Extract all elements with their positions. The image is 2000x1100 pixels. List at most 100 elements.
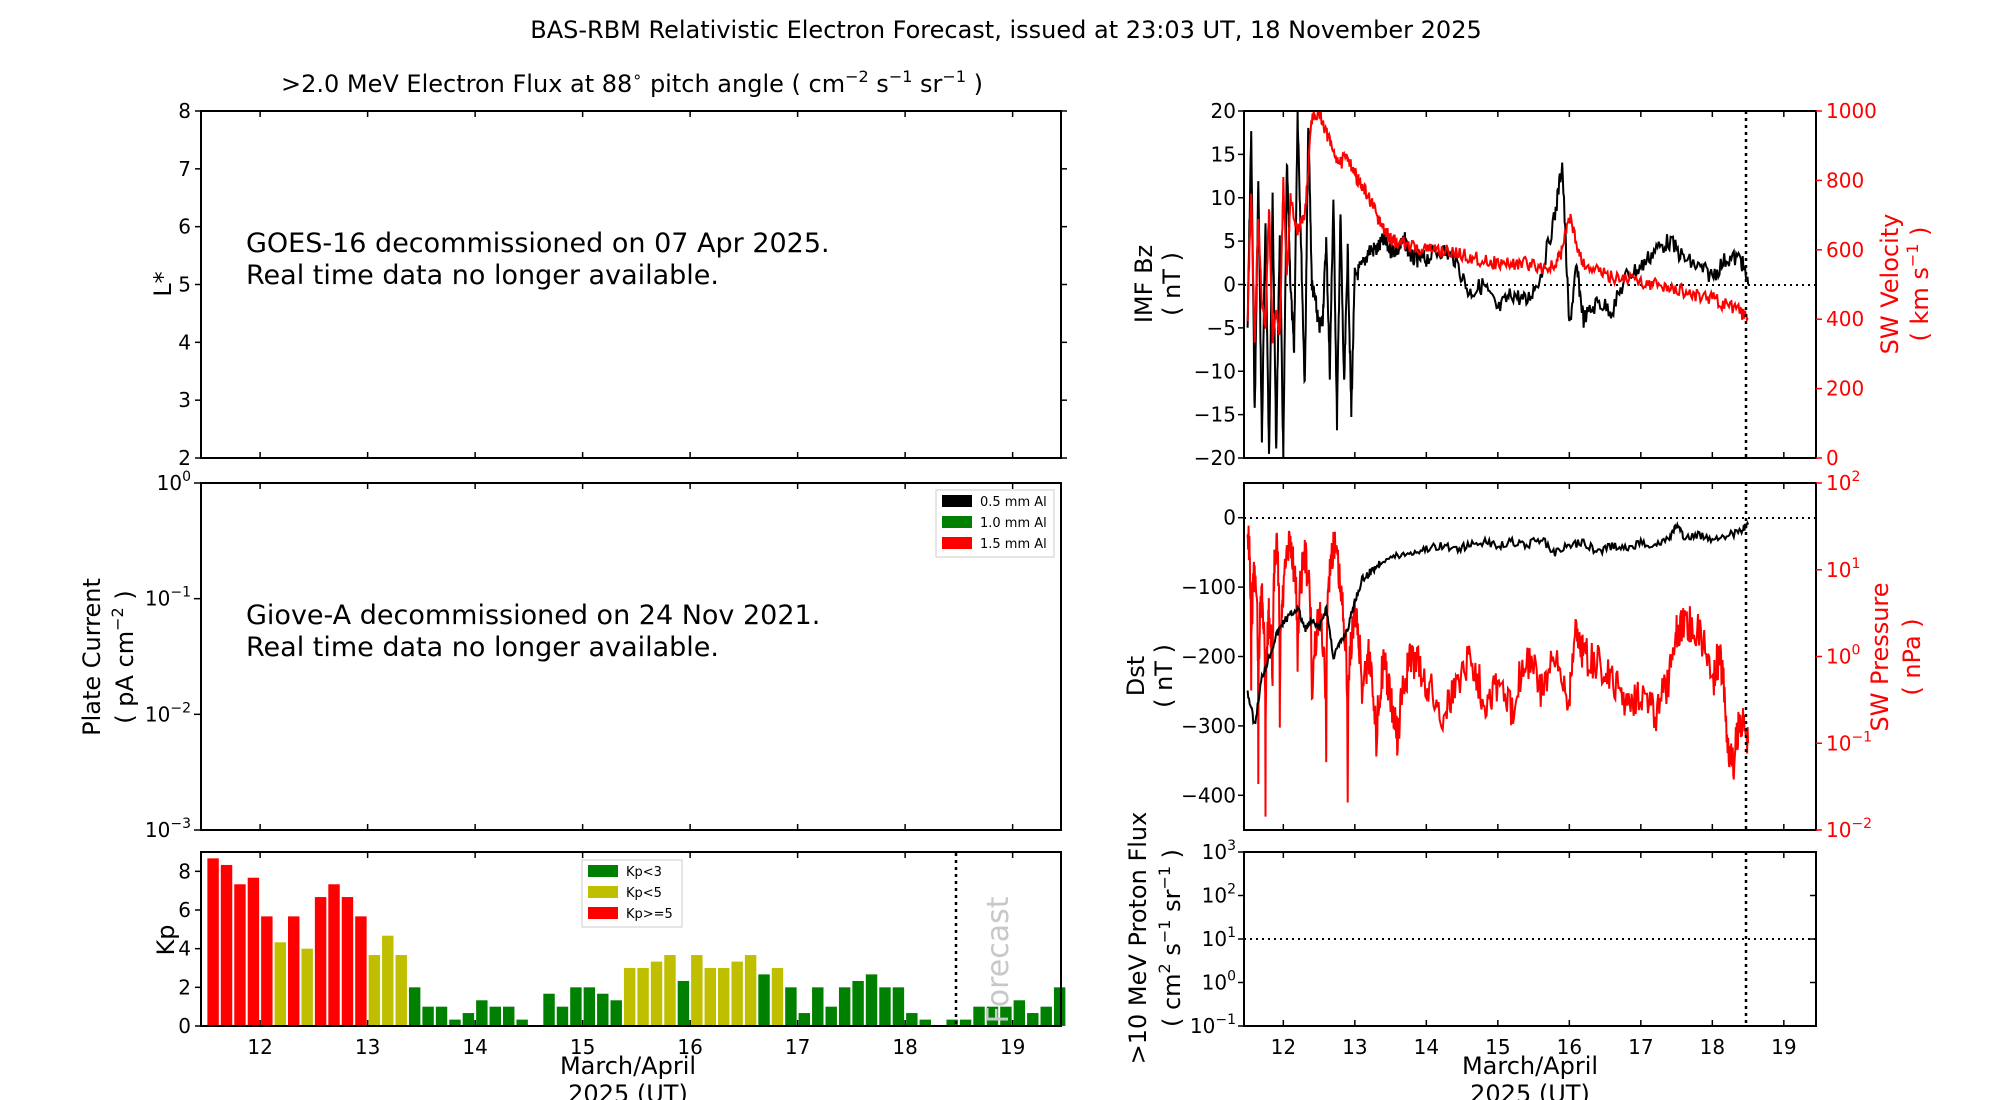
kp-xticks: 12 13 14 15 16 17 18 19 — [247, 852, 1025, 1059]
forecast-label: Forecast — [981, 896, 1016, 1023]
goes-message-line1: GOES-16 decommissioned on 07 Apr 2025. — [246, 228, 830, 259]
dst-ytick-label: −200 — [1181, 645, 1236, 669]
imf-ylabel-line2: ( nT ) — [1158, 252, 1186, 316]
proton-ytick-label: 10−1 — [1190, 1012, 1236, 1038]
imf-sw-panel: −20 −15 −10 −5 0 5 10 15 20 0 200 400 600 800 1000 IM… — [1130, 99, 1934, 470]
proton-xtick-label: 13 — [1342, 1035, 1367, 1059]
proton-ylabel-line2: ( cm2 s−1 sr−1 ) — [1155, 849, 1186, 1027]
kp-bar — [274, 942, 286, 1026]
electron-flux-title: >2.0 MeV Electron Flux at 88∘ pitch angl… — [281, 67, 983, 98]
kp-bar — [261, 916, 273, 1026]
kp-bar — [865, 974, 878, 1026]
legend-swatch-kp-mid — [588, 886, 618, 898]
kp-bar — [288, 916, 300, 1026]
kp-bar — [1053, 987, 1066, 1026]
kp-xtick-label: 12 — [247, 1035, 272, 1059]
dst-ytick-label: 0 — [1223, 506, 1236, 530]
imf-bz-series — [1246, 110, 1750, 458]
giove-message-line2: Real time data no longer available. — [246, 632, 719, 663]
electron-flux-ytick-label: 6 — [178, 215, 191, 239]
plate-current-yticks: 10−3 10−2 10−1 100 — [145, 469, 201, 842]
legend-label-05mm: 0.5 mm Al — [980, 495, 1047, 510]
proton-xtick-label: 15 — [1485, 1035, 1510, 1059]
plate-current-ylabel-line2: ( pA cm−2 ) — [108, 590, 139, 723]
kp-bar — [637, 968, 649, 1026]
kp-bar — [301, 948, 313, 1026]
imf-ytick-label: 20 — [1211, 99, 1236, 123]
kp-bar — [798, 1013, 811, 1026]
proton-ytick-label: 101 — [1202, 925, 1236, 951]
sw-pressure-yticks: 10−2 10−1 100 101 102 — [1816, 469, 1872, 842]
kp-bar — [422, 1006, 434, 1026]
kp-bar — [220, 864, 233, 1026]
kp-bar — [234, 884, 246, 1026]
imf-ytick-label: −20 — [1194, 446, 1236, 470]
kp-bar — [718, 968, 730, 1026]
imf-ytick-label: 15 — [1211, 142, 1236, 166]
sw-velocity-ytick-label: 400 — [1826, 307, 1864, 331]
kp-bar — [207, 858, 219, 1026]
plate-current-axes — [200, 482, 1062, 831]
kp-bar — [476, 1000, 488, 1026]
dst-ytick-label: −300 — [1181, 714, 1236, 738]
kp-xtick-label: 17 — [785, 1035, 810, 1059]
sw-pressure-ytick-label: 101 — [1826, 556, 1860, 582]
kp-bar — [959, 1019, 972, 1026]
imf-ylabel-line1: IMF Bz — [1130, 245, 1158, 323]
kp-yticks: 0 2 4 6 8 — [178, 859, 201, 1038]
kp-legend: Kp<3 Kp<5 Kp>=5 — [581, 859, 683, 928]
kp-bar — [1027, 1013, 1039, 1026]
kp-bar — [328, 884, 340, 1026]
electron-flux-panel: >2.0 MeV Electron Flux at 88∘ pitch angl… — [149, 67, 1067, 470]
proton-xtick-label: 14 — [1414, 1035, 1439, 1059]
kp-bar — [731, 961, 743, 1026]
plate-current-ytick-label: 100 — [157, 469, 191, 495]
sw-pressure-ytick-label: 100 — [1826, 643, 1860, 669]
kp-xlabel-line2: 2025 (UT) — [568, 1080, 688, 1100]
proton-ytick-label: 102 — [1202, 882, 1236, 908]
kp-bar — [1013, 1000, 1026, 1026]
electron-flux-ytick-label: 2 — [178, 446, 191, 470]
kp-bar — [838, 987, 851, 1026]
kp-ytick-label: 2 — [178, 975, 191, 999]
kp-bar — [852, 980, 864, 1026]
kp-panel: Forecast 0 2 4 6 8 12 13 14 15 16 17 18 19 Kp March… — [152, 851, 1066, 1100]
kp-bar — [314, 897, 327, 1026]
kp-xtick-label: 15 — [570, 1035, 595, 1059]
goes-message-line2: Real time data no longer available. — [246, 260, 719, 291]
sw-pressure-ytick-label: 10−1 — [1826, 729, 1872, 755]
proton-ylabel-line1: >10 MeV Proton Flux — [1124, 812, 1152, 1065]
kp-bar — [610, 1000, 622, 1026]
legend-label-10mm: 1.0 mm Al — [980, 516, 1047, 531]
sw-velocity-ytick-label: 200 — [1826, 377, 1864, 401]
kp-bar — [946, 1019, 958, 1026]
plate-current-ytick-label: 10−2 — [145, 700, 191, 726]
kp-xtick-label: 18 — [892, 1035, 917, 1059]
plate-current-ylabel-line1: Plate Current — [78, 578, 106, 736]
kp-xtick-label: 13 — [355, 1035, 380, 1059]
kp-bar — [986, 1006, 999, 1026]
imf-ytick-label: −15 — [1194, 403, 1236, 427]
sw-velocity-ylabel-line2: ( km s−1 ) — [1903, 227, 1934, 342]
kp-bar — [408, 987, 421, 1026]
kp-axes — [200, 851, 1062, 1027]
dst-ytick-label: −400 — [1181, 783, 1236, 807]
imf-ytick-label: −10 — [1194, 359, 1236, 383]
electron-flux-ytick-label: 3 — [178, 388, 191, 412]
dst-ylabel-line2: ( nT ) — [1150, 644, 1178, 708]
imf-ytick-label: −5 — [1207, 316, 1236, 340]
dst-xticks — [1282, 483, 1785, 830]
proton-flux-panel: 10−1 100 101 102 103 12 13 14 15 16 17 18 19 >10 Me… — [1124, 812, 1817, 1100]
legend-swatch-05mm — [942, 495, 972, 507]
proton-xlabel-line1: March/April — [1462, 1052, 1598, 1080]
kp-bar — [771, 968, 784, 1026]
plate-current-panel: 10−3 10−2 10−1 100 Plate Current ( pA cm−2 … — [78, 469, 1062, 842]
kp-bar — [1040, 1006, 1052, 1026]
imf-ytick-label: 0 — [1223, 273, 1236, 297]
dst-ylabel-line1: Dst — [1122, 656, 1150, 696]
electron-flux-xticks — [259, 111, 1014, 458]
proton-xticks: 12 13 14 15 16 17 18 19 — [1271, 852, 1797, 1059]
kp-bar — [516, 1019, 528, 1026]
